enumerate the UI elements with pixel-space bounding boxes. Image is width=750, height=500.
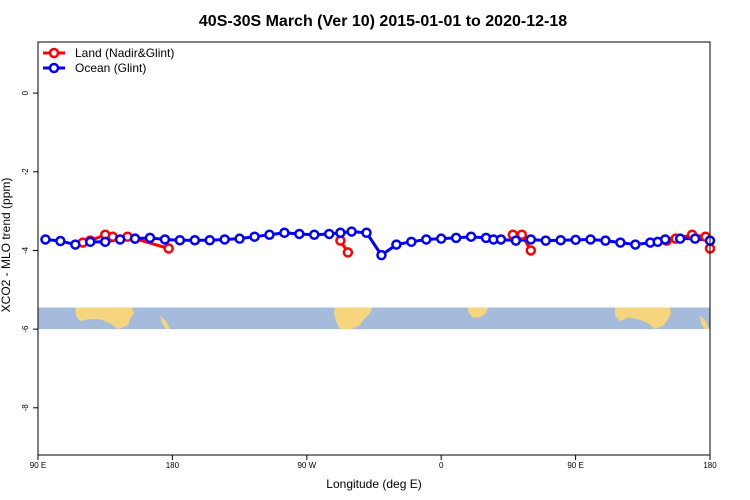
x-tick-label: 90 W bbox=[297, 461, 316, 470]
y-tick-label: -4 bbox=[21, 246, 30, 254]
data-point-ocean bbox=[570, 234, 581, 246]
data-point-ocean bbox=[99, 236, 111, 248]
data-point-ocean bbox=[174, 234, 186, 246]
data-point-ocean bbox=[264, 229, 275, 240]
data-point-land bbox=[516, 229, 528, 240]
axes-layer: 90 E 180 90 W 0 90 E 180 0 -2 -4 -6 -8 bbox=[21, 90, 717, 470]
map-australia-east bbox=[615, 307, 671, 330]
data-point-ocean bbox=[510, 235, 522, 246]
data-point-ocean bbox=[435, 233, 447, 244]
data-point-ocean bbox=[495, 234, 507, 245]
data-point-ocean bbox=[323, 228, 335, 240]
plot-frame bbox=[37, 41, 711, 456]
data-point-ocean bbox=[40, 234, 51, 245]
x-tick-label: 180 bbox=[166, 461, 180, 470]
data-point-ocean bbox=[309, 229, 320, 240]
data-point-ocean bbox=[159, 234, 171, 245]
legend-label-land: Land (Nadir&Glint) bbox=[75, 46, 174, 60]
data-point-ocean bbox=[279, 227, 290, 239]
map-ocean bbox=[38, 307, 710, 330]
data-point-ocean bbox=[465, 231, 477, 242]
legend: Land (Nadir&Glint) Ocean (Glint) bbox=[43, 46, 174, 75]
data-point-ocean bbox=[219, 234, 230, 245]
x-tick-label: 90 E bbox=[567, 461, 583, 470]
map-south-america bbox=[334, 307, 372, 330]
map-africa bbox=[468, 307, 488, 318]
legend-marker-land bbox=[48, 47, 60, 59]
data-point-ocean bbox=[335, 227, 346, 239]
data-point-ocean bbox=[406, 236, 417, 248]
data-point-ocean bbox=[346, 226, 357, 237]
data-point-ocean bbox=[189, 234, 201, 246]
data-point-ocean bbox=[659, 234, 671, 245]
data-point-ocean bbox=[249, 231, 260, 242]
data-point-ocean bbox=[55, 235, 66, 247]
map-australia-west bbox=[75, 307, 134, 330]
data-point-ocean bbox=[114, 234, 126, 245]
data-point-ocean bbox=[674, 233, 686, 244]
data-point-land bbox=[525, 245, 537, 256]
data-point-ocean bbox=[361, 227, 372, 239]
data-point-ocean bbox=[70, 239, 81, 250]
data-point-land bbox=[163, 243, 174, 254]
data-point-ocean bbox=[234, 233, 245, 244]
x-tick-label: 180 bbox=[703, 461, 717, 470]
map-new-zealand-east bbox=[700, 315, 709, 330]
x-tick-label: 0 bbox=[439, 461, 444, 470]
x-tick-label: 90 E bbox=[30, 461, 46, 470]
data-point-ocean bbox=[600, 235, 611, 246]
data-point-ocean bbox=[555, 234, 566, 246]
data-point-ocean bbox=[204, 234, 215, 246]
y-tick-label: -8 bbox=[21, 404, 30, 412]
data-point-ocean bbox=[585, 234, 596, 245]
data-point-ocean bbox=[85, 236, 96, 248]
map-new-zealand-west bbox=[160, 315, 170, 330]
data-point-ocean bbox=[129, 233, 141, 244]
series-layer bbox=[40, 226, 716, 261]
data-point-ocean bbox=[144, 232, 156, 244]
data-point-ocean bbox=[689, 233, 701, 244]
y-tick-label: 0 bbox=[21, 90, 30, 95]
data-point-ocean bbox=[630, 239, 641, 250]
y-tick-label: -2 bbox=[21, 168, 30, 176]
data-point-land bbox=[342, 247, 354, 258]
data-point-ocean bbox=[525, 234, 537, 245]
data-point-ocean bbox=[391, 239, 402, 250]
map-band bbox=[38, 307, 710, 330]
data-point-ocean bbox=[376, 249, 387, 261]
data-point-ocean bbox=[450, 232, 462, 244]
data-point-ocean bbox=[421, 234, 432, 245]
chart-title: 40S-30S March (Ver 10) 2015-01-01 to 202… bbox=[199, 13, 567, 30]
y-axis-label: XCO2 - MLO trend (ppm) bbox=[0, 178, 13, 313]
legend-marker-ocean bbox=[48, 62, 60, 74]
y-tick-label: -6 bbox=[21, 325, 30, 333]
legend-label-ocean: Ocean (Glint) bbox=[75, 61, 146, 75]
data-point-ocean bbox=[615, 237, 626, 248]
x-axis-label: Longitude (deg E) bbox=[326, 477, 421, 491]
data-point-ocean bbox=[294, 228, 305, 240]
data-point-ocean bbox=[540, 235, 551, 246]
